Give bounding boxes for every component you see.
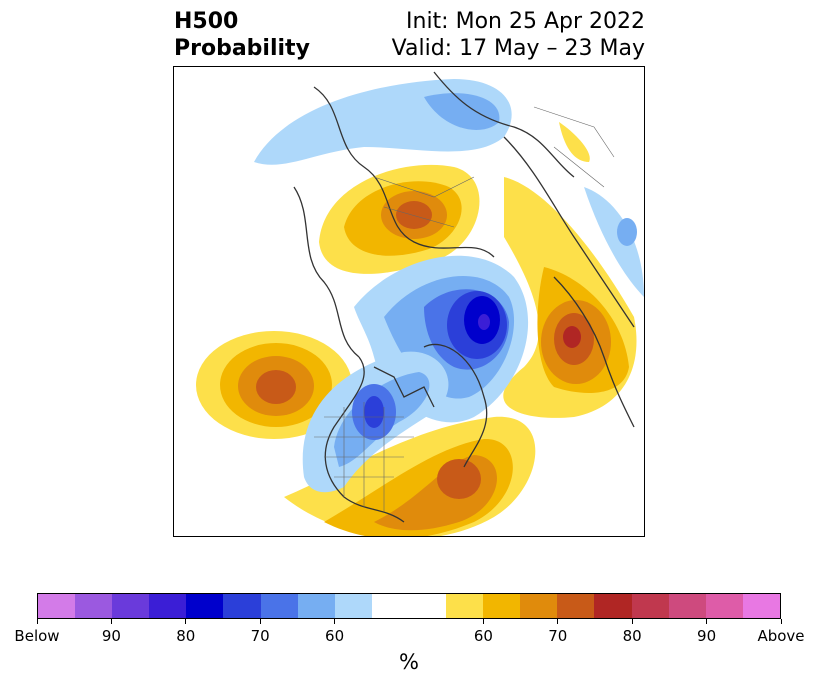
colorbar-swatch xyxy=(557,594,595,618)
colorbar-tick-label: 80 xyxy=(622,627,642,645)
colorbar-tick xyxy=(631,619,633,624)
colorbar-swatch xyxy=(186,594,224,618)
init-date: Init: Mon 25 Apr 2022 xyxy=(406,9,645,34)
colorbar-swatch xyxy=(520,594,558,618)
valid-range: Valid: 17 May – 23 May xyxy=(391,36,645,61)
colorbar-swatch xyxy=(112,594,150,618)
colorbar-swatch xyxy=(594,594,632,618)
colorbar-tick-label: 60 xyxy=(325,627,345,645)
colorbar-swatch xyxy=(446,594,484,618)
probability-map xyxy=(196,71,644,536)
colorbar-swatch xyxy=(38,594,76,618)
colorbar-tick xyxy=(110,619,112,624)
colorbar-unit: % xyxy=(399,650,419,674)
colorbar-swatch xyxy=(668,594,706,618)
map-panel xyxy=(173,66,645,537)
colorbar-tick-label: Below xyxy=(14,627,60,645)
coastlines xyxy=(293,71,635,523)
colorbar-tick xyxy=(36,619,38,624)
colorbar-tick xyxy=(780,619,782,624)
colorbar-tick xyxy=(557,619,559,624)
colorbar-tick-label: 90 xyxy=(697,627,717,645)
colorbar-swatch xyxy=(223,594,261,618)
colorbar-swatch xyxy=(260,594,298,618)
colorbar-swatch xyxy=(297,594,335,618)
colorbar-swatch xyxy=(742,594,780,618)
colorbar-tick xyxy=(259,619,261,624)
chart-title-left: H500 Probability xyxy=(174,8,310,62)
product-label: Probability xyxy=(174,36,310,61)
colorbar-swatch xyxy=(75,594,113,618)
chart-title-right: Init: Mon 25 Apr 2022 Valid: 17 May – 23… xyxy=(392,8,645,62)
above-normal-anomalies xyxy=(196,122,637,536)
colorbar-tick xyxy=(185,619,187,624)
colorbar-tick xyxy=(482,619,484,624)
colorbar-swatch xyxy=(705,594,743,618)
colorbar-tick-label: 60 xyxy=(473,627,493,645)
colorbar-swatch xyxy=(149,594,187,618)
colorbar-swatch xyxy=(631,594,669,618)
colorbar-tick xyxy=(334,619,336,624)
colorbar-tick-label: Above xyxy=(757,627,805,645)
political-borders xyxy=(314,106,615,512)
colorbar-tick-label: 70 xyxy=(250,627,270,645)
colorbar-tick-label: 90 xyxy=(101,627,121,645)
colorbar-tick xyxy=(706,619,708,624)
colorbar xyxy=(37,593,781,619)
colorbar-swatch xyxy=(334,594,372,618)
colorbar-tick-label: 80 xyxy=(176,627,196,645)
colorbar-swatch xyxy=(371,594,447,618)
colorbar-swatch xyxy=(483,594,521,618)
colorbar-tick-label: 70 xyxy=(548,627,568,645)
field-label: H500 xyxy=(174,9,239,34)
